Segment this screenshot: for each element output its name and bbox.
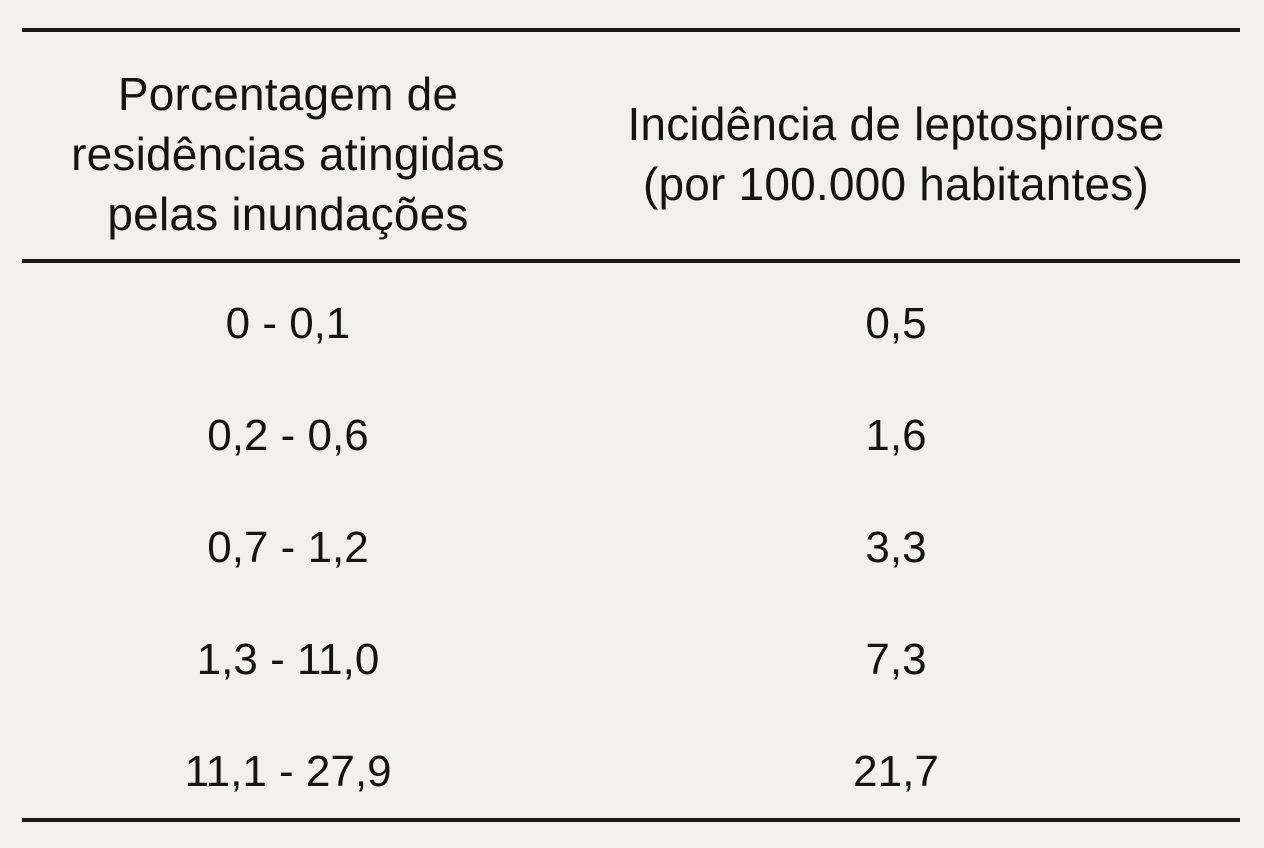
range-cell: 11,1 - 27,9 bbox=[184, 747, 392, 796]
range-cell: 0,2 - 0,6 bbox=[207, 411, 369, 460]
column-header-flooded-residences: Porcentagem de residências atingidas pel… bbox=[38, 64, 538, 244]
table-bottom-rule bbox=[22, 818, 1240, 822]
table-row: 11,1 - 27,9 21,7 bbox=[0, 716, 1264, 828]
table-body: 0 - 0,1 0,5 0,2 - 0,6 1,6 0,7 - 1,2 3,3 … bbox=[0, 268, 1264, 828]
header-line: Incidência de leptospirose bbox=[627, 98, 1165, 150]
column-header-leptospirosis-incidence: Incidência de leptospirose (por 100.000 … bbox=[596, 94, 1196, 214]
incidence-cell: 7,3 bbox=[865, 635, 927, 684]
table-header-rule bbox=[22, 259, 1240, 263]
table-row: 0,7 - 1,2 3,3 bbox=[0, 492, 1264, 604]
table-row: 0 - 0,1 0,5 bbox=[0, 268, 1264, 380]
table-top-rule bbox=[22, 28, 1240, 32]
incidence-cell: 21,7 bbox=[853, 747, 939, 796]
range-cell: 0 - 0,1 bbox=[225, 299, 351, 348]
incidence-cell: 1,6 bbox=[865, 411, 927, 460]
table-row: 0,2 - 0,6 1,6 bbox=[0, 380, 1264, 492]
incidence-cell: 3,3 bbox=[865, 523, 927, 572]
range-cell: 1,3 - 11,0 bbox=[196, 635, 380, 684]
table-row: 1,3 - 11,0 7,3 bbox=[0, 604, 1264, 716]
header-line: residências atingidas bbox=[71, 128, 505, 180]
incidence-cell: 0,5 bbox=[865, 299, 927, 348]
range-cell: 0,7 - 1,2 bbox=[207, 523, 369, 572]
header-line: (por 100.000 habitantes) bbox=[642, 158, 1150, 210]
header-line: pelas inundações bbox=[107, 188, 469, 240]
header-line: Porcentagem de bbox=[117, 68, 459, 120]
